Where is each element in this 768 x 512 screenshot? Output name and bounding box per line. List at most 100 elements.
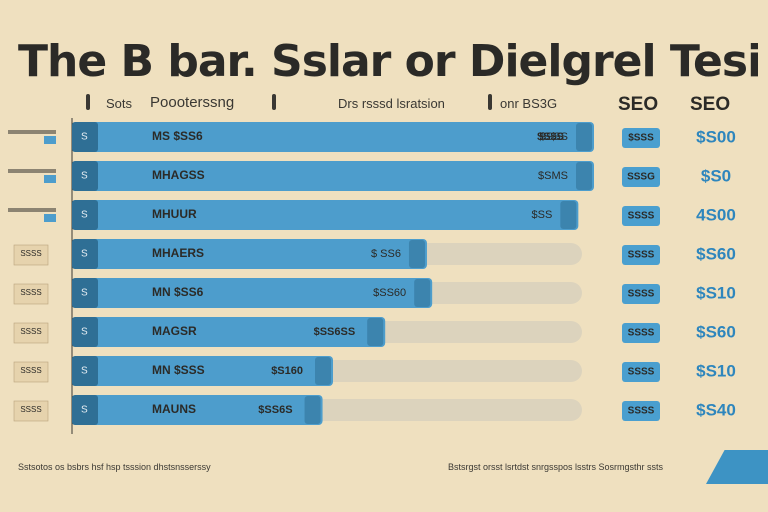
value-badge: [622, 323, 660, 343]
inner-label: MN $SS6: [152, 285, 204, 299]
category-label: S: [81, 210, 88, 221]
left-label-box: [13, 400, 49, 422]
category-label: S: [81, 288, 88, 299]
badge-label: $SSS: [628, 133, 654, 144]
category-label: S: [81, 366, 88, 377]
badge-label: SSSS: [628, 289, 655, 300]
bar-end-cap: [367, 318, 384, 346]
bar: [76, 395, 323, 425]
marker-icon: [86, 94, 90, 110]
subheading-left-b: Poooterssng: [150, 94, 235, 111]
left-label-box: [13, 322, 49, 344]
mid-label: $SS6S: [258, 404, 292, 416]
value-badge: [622, 401, 660, 421]
bar-end-cap: [560, 201, 577, 229]
left-label: SSSS: [20, 405, 41, 414]
bar: [76, 122, 594, 152]
footer-right: Bstsrgst orsst lsrtdst snrgsspos lsstrs …: [448, 462, 664, 472]
left-label: SSSS: [20, 366, 41, 375]
mid-label: $SS6SS: [314, 326, 356, 338]
subheading-mid: Drs rsssd lsratsion: [338, 96, 445, 111]
right-value: $S10: [696, 283, 736, 302]
value-badge: [622, 284, 660, 304]
badge-label: SSSG: [627, 172, 655, 183]
mid-label: $S$S: [537, 131, 564, 143]
bar-cap: [72, 122, 98, 152]
right-value: $S60: [696, 322, 736, 341]
value-badge: [622, 128, 660, 148]
subheading-right: onr BS3G: [500, 96, 558, 111]
legend-swatch: [44, 175, 56, 183]
category-label: S: [81, 249, 88, 260]
right-value: $S40: [696, 400, 736, 419]
bar-cap: [72, 395, 98, 425]
bar-cap: [72, 278, 98, 308]
bar-end-cap: [576, 162, 592, 190]
value-badge: [622, 362, 660, 382]
end-label: $SMS: [538, 170, 568, 182]
left-label-box: [13, 244, 49, 266]
right-value: $S10: [696, 361, 736, 380]
mid-label: $S160: [271, 365, 303, 377]
bar: [76, 200, 579, 230]
bar-cap: [72, 161, 98, 191]
bar: [76, 356, 333, 386]
marker-icon: [488, 94, 492, 110]
category-label: S: [81, 132, 88, 143]
inner-label: MHUUR: [152, 207, 197, 221]
bar-end-cap: [576, 123, 592, 151]
right-value: $S60: [696, 244, 736, 263]
inner-label: MHAERS: [152, 246, 204, 260]
bar-cap: [72, 356, 98, 386]
badge-label: SSSS: [628, 406, 655, 417]
inner-label: MAGSR: [152, 324, 197, 338]
badge-label: SSSS: [628, 211, 655, 222]
value-badge: [622, 167, 660, 187]
column-header-1: SEO: [618, 94, 659, 115]
category-label: S: [81, 171, 88, 182]
chart-title: The B bar. Sslar or Dielgrel Tesiioms: [18, 36, 758, 87]
end-label: $ SS6: [371, 248, 401, 260]
end-label: $SS60: [373, 287, 406, 299]
inner-label: MN $SSS: [152, 363, 205, 377]
marker-icon: [272, 94, 276, 110]
bar-cap: [72, 239, 98, 269]
inner-label: MHAGSS: [152, 168, 205, 182]
inner-label: MS $SS6: [152, 129, 203, 143]
bar-end-cap: [408, 240, 425, 268]
legend-swatch: [44, 136, 56, 144]
inner-label: MAUNS: [152, 402, 196, 416]
left-label: SSSS: [20, 249, 41, 258]
value-badge: [622, 245, 660, 265]
left-label: SSSS: [20, 288, 41, 297]
bar: [76, 161, 594, 191]
legend-swatch: [44, 214, 56, 222]
badge-label: SSSS: [628, 328, 655, 339]
footer-left: Sstsotos os bsbrs hsf hsp tsssion dhstsn…: [18, 462, 211, 472]
end-label: $SS: [532, 209, 553, 221]
right-value: 4S00: [696, 205, 736, 224]
end-label: $SSS: [540, 131, 568, 143]
column-header-2: SEO: [690, 94, 731, 115]
category-label: S: [81, 405, 88, 416]
badge-label: SSSS: [628, 250, 655, 261]
right-value: $S00: [696, 127, 736, 146]
bar-end-cap: [315, 357, 331, 385]
legend-line: [8, 130, 56, 134]
subheading-left-a: Sots: [106, 96, 133, 111]
left-label: SSSS: [20, 327, 41, 336]
bar-cap: [72, 317, 98, 347]
left-label-box: [13, 283, 49, 305]
bar-end-cap: [414, 279, 431, 307]
left-label-box: [13, 361, 49, 383]
bar: [76, 317, 386, 347]
category-label: S: [81, 327, 88, 338]
bar-end-cap: [304, 396, 321, 424]
bar: [76, 239, 427, 269]
legend-line: [8, 169, 56, 173]
bar: [76, 278, 433, 308]
bar-cap: [72, 200, 98, 230]
right-value: $S0: [701, 166, 731, 185]
badge-label: SSSS: [628, 367, 655, 378]
